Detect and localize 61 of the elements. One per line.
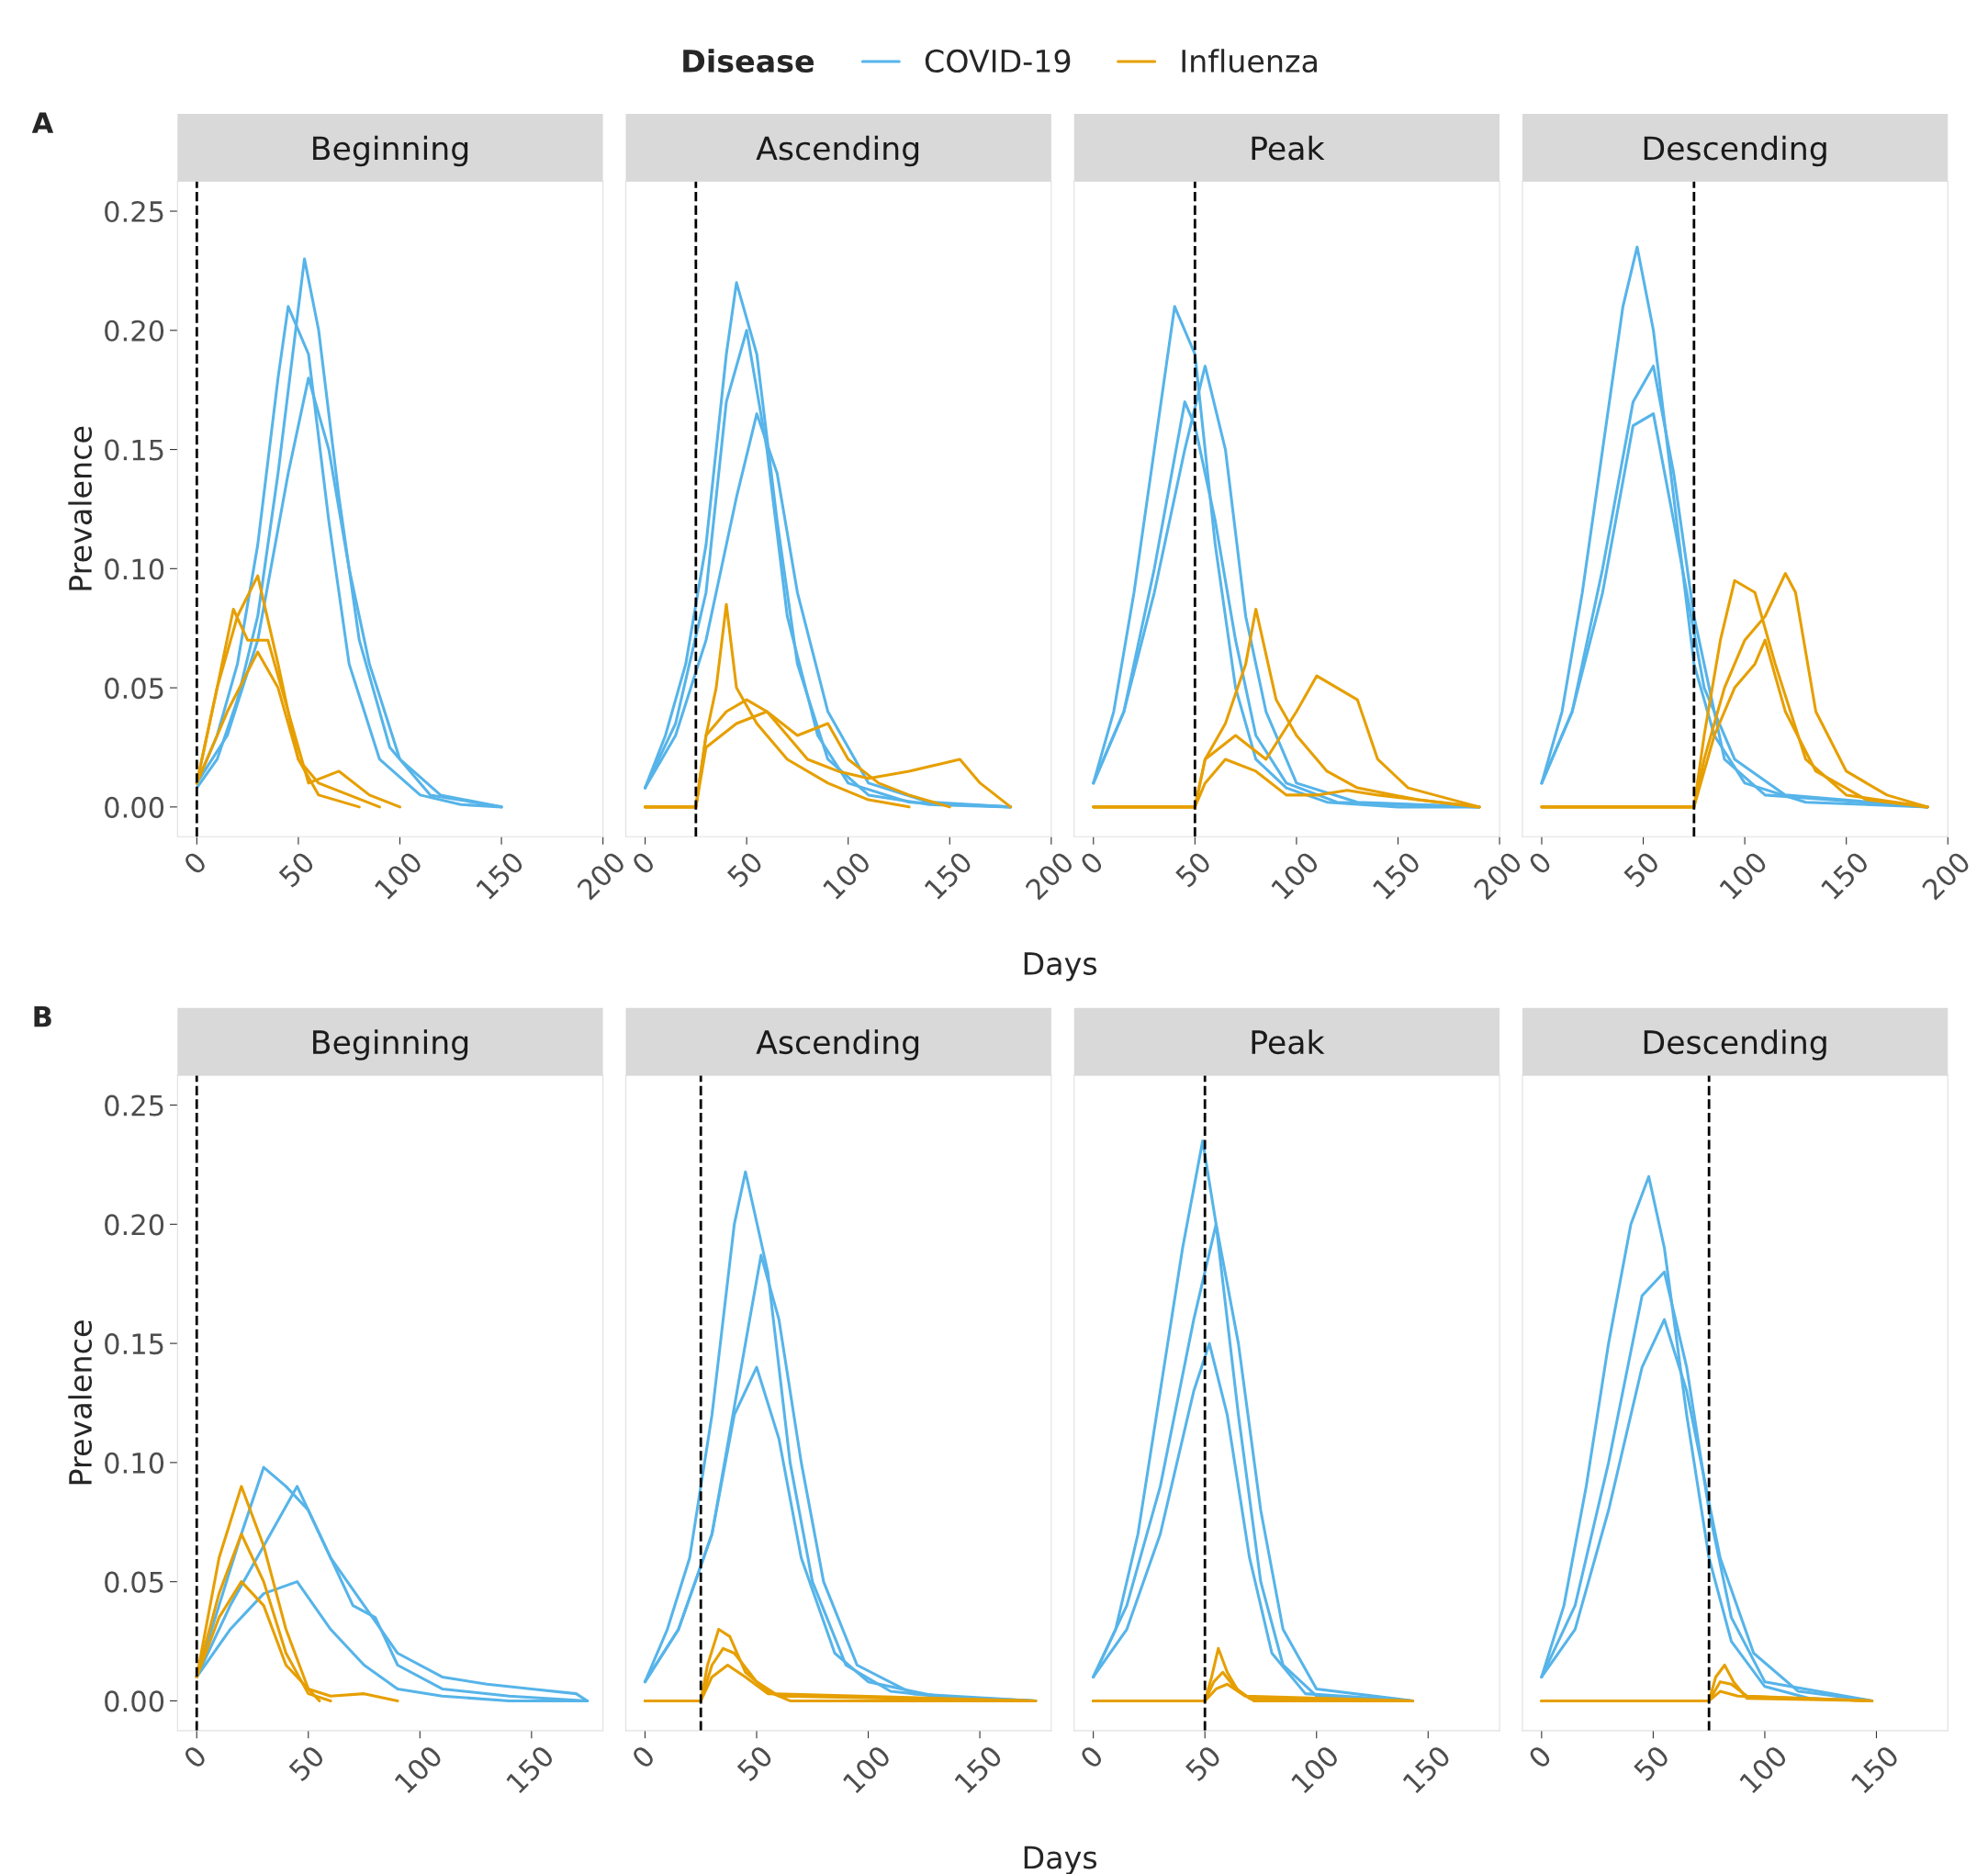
chart-title: Descending — [1644, 135, 1826, 167]
x-tick-label: 0 — [1079, 1744, 1105, 1770]
x-tick-label: 0 — [182, 1744, 208, 1770]
y-tick-label: 0.00 — [105, 796, 164, 818]
x-tick-label: 50 — [736, 1744, 774, 1782]
x-tick-label: 50 — [277, 850, 316, 889]
chart-title: Peak — [1252, 1029, 1325, 1055]
x-tick-label: 100 — [374, 850, 423, 901]
y-tick-label: 0.15 — [105, 1333, 163, 1355]
x-tick-label: 0 — [1079, 850, 1105, 876]
y-tick-label: 0.25 — [105, 1094, 163, 1117]
x-tick-label: 150 — [923, 850, 973, 901]
x-tick-label: 100 — [1270, 850, 1320, 901]
x-tick-label: 150 — [475, 850, 525, 901]
x-tick-label: 100 — [842, 1744, 892, 1794]
x-tick-label: 50 — [725, 850, 764, 889]
x-tick-label: 0 — [631, 850, 657, 876]
x-axis-title: Days — [1024, 952, 1097, 982]
y-tick-label: 0.15 — [105, 439, 163, 461]
text: A — [31, 112, 54, 133]
x-tick-label: 0 — [182, 850, 208, 876]
x-tick-label: 150 — [1820, 850, 1870, 901]
y-axis-title: Prevalence — [68, 426, 93, 590]
x-tick-label: 50 — [1623, 850, 1661, 889]
x-tick-label: 0 — [1527, 1744, 1553, 1770]
x-tick-label: 50 — [1185, 1744, 1222, 1782]
x-tick-label: 100 — [1718, 850, 1769, 901]
chart-title: Ascending — [756, 135, 919, 167]
x-tick-label: 100 — [394, 1744, 444, 1794]
y-tick-label: 0.05 — [105, 678, 163, 700]
x-tick-label: 150 — [1850, 1744, 1900, 1794]
y-tick-label: 0.00 — [105, 1690, 164, 1712]
y-axis-title: Prevalence — [68, 1320, 93, 1485]
x-tick-label: 200 — [1472, 850, 1523, 901]
x-tick-label: 150 — [1372, 850, 1421, 901]
text: B — [34, 1006, 51, 1027]
chart-title: Ascending — [756, 1029, 919, 1060]
chart-title: Beginning — [313, 1029, 468, 1060]
legend-label: Influenza — [1182, 49, 1317, 73]
x-tick-label: 0 — [1527, 850, 1553, 876]
x-tick-label: 150 — [505, 1744, 556, 1794]
chart-title: Peak — [1252, 135, 1325, 161]
chart-title: Beginning — [313, 135, 468, 167]
x-tick-label: 100 — [822, 850, 872, 901]
x-tick-label: 150 — [953, 1744, 1004, 1794]
y-tick-label: 0.05 — [105, 1571, 163, 1593]
x-tick-label: 50 — [287, 1744, 326, 1782]
x-tick-label: 0 — [630, 1744, 657, 1770]
x-tick-label: 150 — [1401, 1744, 1452, 1794]
y-tick-label: 0.10 — [105, 1452, 164, 1474]
x-tick-label: 100 — [1738, 1744, 1789, 1794]
y-tick-label: 0.10 — [105, 558, 164, 580]
x-tick-label: 50 — [1174, 850, 1212, 889]
legend-label: COVID-19 — [925, 49, 1071, 73]
x-tick-label: 50 — [1633, 1744, 1670, 1782]
y-tick-label: 0.20 — [105, 1214, 164, 1236]
x-tick-label: 100 — [1290, 1744, 1341, 1794]
y-tick-label: 0.25 — [105, 200, 163, 223]
legend-title: Disease — [683, 49, 814, 73]
chart-title: Descending — [1644, 1029, 1826, 1060]
y-tick-label: 0.20 — [105, 320, 164, 342]
